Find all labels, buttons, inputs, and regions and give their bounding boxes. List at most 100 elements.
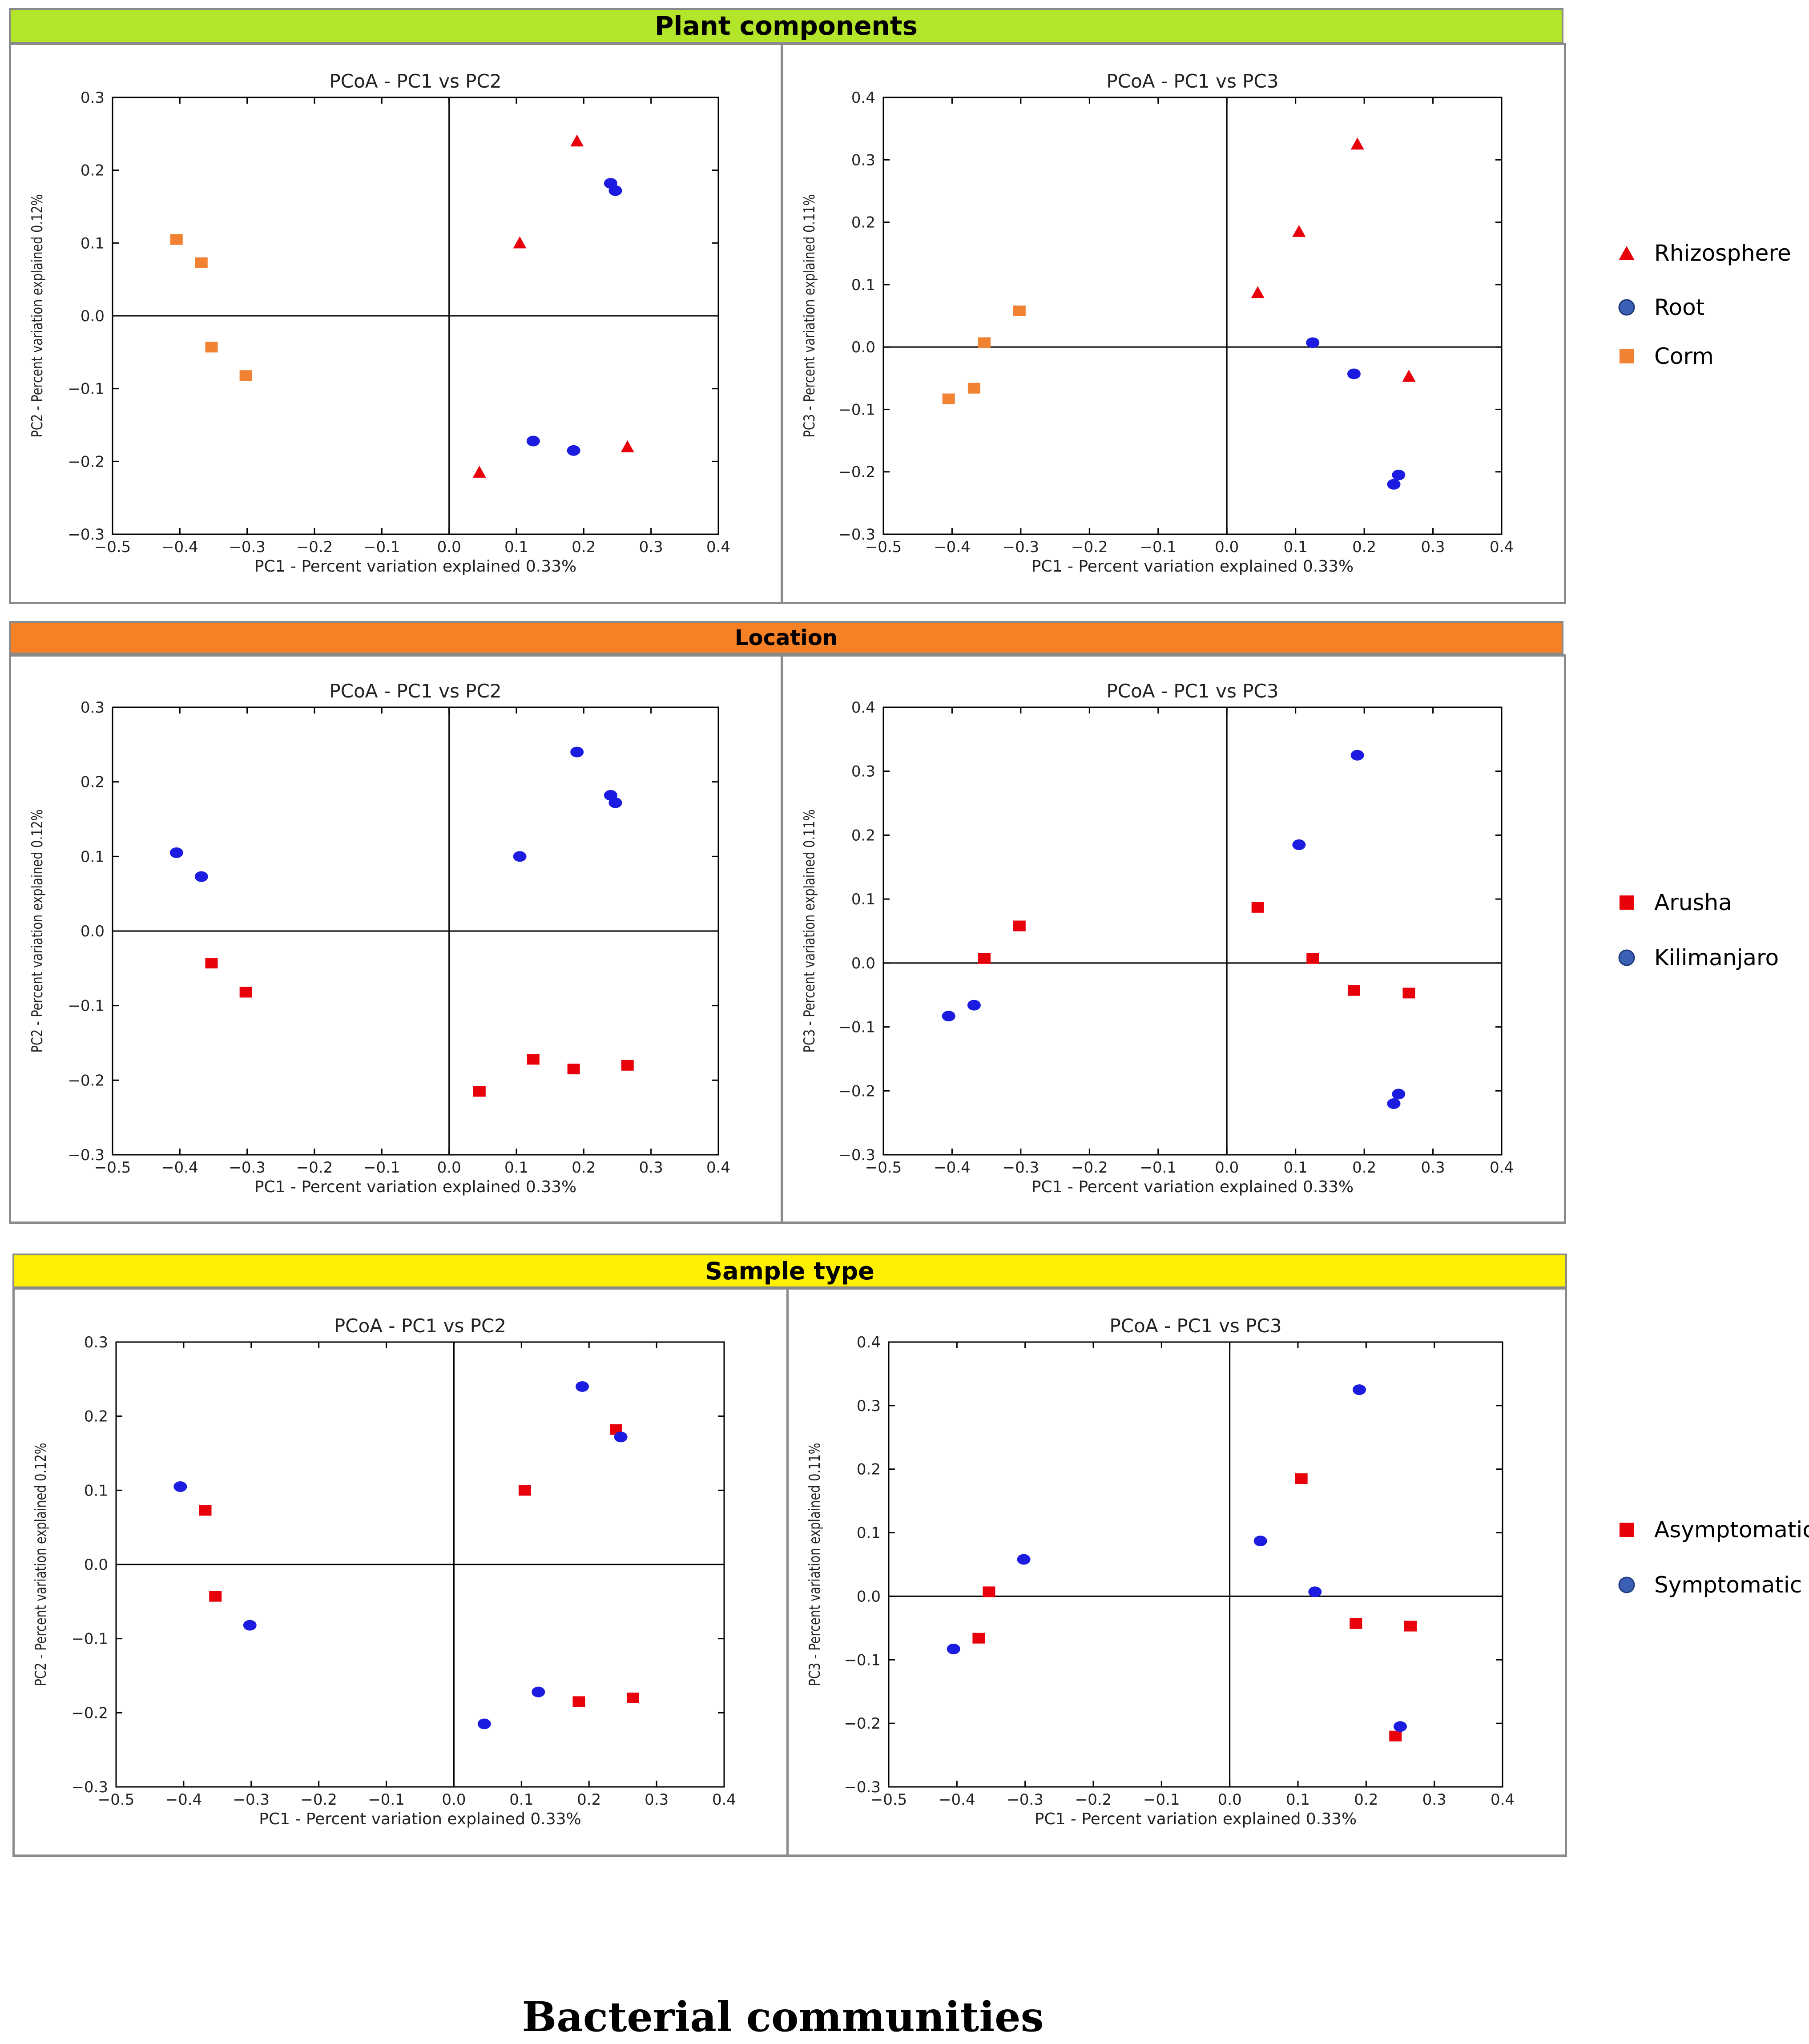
x-tick-label: 0.1 xyxy=(1286,1791,1310,1809)
data-point-kilimanjaro xyxy=(1292,839,1306,850)
x-tick-label: 0.4 xyxy=(706,1159,730,1177)
y-tick-label: 0.3 xyxy=(81,89,105,107)
data-point-root xyxy=(1347,368,1361,379)
data-point-rhizosphere xyxy=(1350,137,1364,150)
x-axis-label: PC1 - Percent variation explained 0.33% xyxy=(254,557,577,576)
data-point-asymptomatic xyxy=(1350,1618,1362,1629)
legend-label: Symptomatic xyxy=(1654,1572,1802,1598)
y-tick-label: 0.1 xyxy=(84,1482,108,1500)
x-tick-label: −0.2 xyxy=(296,538,333,556)
y-axis-label: PC3 - Percent variation explained 0.11% xyxy=(801,194,818,437)
y-tick-label: −0.3 xyxy=(71,1778,108,1796)
y-tick-label: 0.4 xyxy=(851,699,875,717)
legend-item-arusha: Arusha xyxy=(1617,890,1732,915)
y-axis-label: PC2 - Percent variation explained 0.12% xyxy=(32,1443,50,1686)
legend-label: Rhizosphere xyxy=(1654,240,1791,266)
x-tick-label: −0.2 xyxy=(1071,1159,1108,1177)
y-tick-label: 0.2 xyxy=(84,1408,108,1426)
x-tick-label: 0.2 xyxy=(572,1159,596,1177)
circle-marker-icon xyxy=(1618,299,1635,316)
data-point-arusha xyxy=(473,1086,486,1097)
data-point-kilimanjaro xyxy=(513,851,527,862)
x-tick-label: −0.1 xyxy=(1140,538,1176,556)
legend-item-kilimanjaro: Kilimanjaro xyxy=(1617,945,1779,971)
band-location: Location xyxy=(9,621,1563,654)
data-point-arusha xyxy=(978,953,991,964)
legend-item-symptomatic: Symptomatic xyxy=(1617,1572,1802,1598)
x-tick-label: 0.2 xyxy=(577,1791,601,1809)
data-point-corm xyxy=(942,393,955,404)
x-axis-label: PC1 - Percent variation explained 0.33% xyxy=(1035,1810,1357,1828)
y-tick-label: 0.3 xyxy=(851,763,875,781)
x-tick-label: −0.2 xyxy=(1075,1791,1112,1809)
data-point-kilimanjaro xyxy=(194,871,208,882)
legend-label: Arusha xyxy=(1654,890,1732,915)
circle-marker-icon xyxy=(1618,1576,1635,1593)
y-tick-label: 0.1 xyxy=(81,848,105,866)
legend-label: Asymptomatic xyxy=(1654,1517,1809,1543)
x-tick-label: −0.1 xyxy=(368,1791,405,1809)
data-point-asymptomatic xyxy=(1404,1621,1417,1632)
data-point-asymptomatic xyxy=(972,1633,985,1644)
y-tick-label: −0.2 xyxy=(68,453,105,471)
x-tick-label: −0.1 xyxy=(363,1159,400,1177)
x-tick-label: −0.4 xyxy=(934,1159,971,1177)
x-tick-label: 0.4 xyxy=(1490,538,1514,556)
legend-item-asymptomatic: Asymptomatic xyxy=(1617,1517,1809,1543)
data-point-corm xyxy=(195,257,208,268)
y-tick-label: −0.3 xyxy=(844,1778,881,1796)
data-point-asymptomatic xyxy=(983,1586,995,1597)
x-tick-label: −0.5 xyxy=(98,1791,135,1809)
data-point-root xyxy=(1392,469,1406,480)
x-tick-label: −0.5 xyxy=(94,1159,131,1177)
chart-title: PCoA - PC1 vs PC2 xyxy=(329,680,501,702)
x-tick-label: −0.4 xyxy=(939,1791,975,1809)
pcoa-scatter-chart: −0.5 −0.4 −0.3 −0.2 −0.1 0.0 0.1 0.2 0.3 0.4 −0.3 −… xyxy=(801,70,1514,576)
y-axis-label: PC3 - Percent variation explained 0.11% xyxy=(801,809,818,1052)
x-tick-label: 0.4 xyxy=(712,1791,736,1809)
data-point-root xyxy=(608,185,622,196)
y-tick-label: −0.1 xyxy=(68,380,105,398)
legend-label: Kilimanjaro xyxy=(1654,945,1779,971)
triangle-marker-icon xyxy=(1619,246,1635,260)
data-point-symptomatic xyxy=(477,1718,491,1730)
data-point-arusha xyxy=(621,1060,634,1071)
data-point-symptomatic xyxy=(243,1620,257,1631)
x-tick-label: 0.1 xyxy=(504,538,528,556)
legend-plant-components: Rhizosphere Root Corm xyxy=(1610,240,1806,383)
figure-caption: Bacterial communities xyxy=(522,1993,1044,2041)
data-point-kilimanjaro xyxy=(1392,1089,1406,1100)
chart-title: PCoA - PC1 vs PC3 xyxy=(1106,70,1278,92)
x-axis-label: PC1 - Percent variation explained 0.33% xyxy=(1031,1178,1354,1196)
x-tick-label: 0.4 xyxy=(1491,1791,1515,1809)
x-tick-label: 0.2 xyxy=(1352,538,1376,556)
square-marker-icon xyxy=(1620,895,1634,910)
y-axis-label: PC3 - Percent variation explained 0.11% xyxy=(806,1443,824,1686)
data-point-arusha xyxy=(527,1054,540,1065)
y-tick-label: −0.1 xyxy=(838,1019,875,1036)
band-title: Plant components xyxy=(655,11,918,41)
circle-marker-icon xyxy=(1618,949,1635,966)
data-point-symptomatic xyxy=(947,1644,960,1654)
data-point-corm xyxy=(170,234,183,245)
y-tick-label: −0.3 xyxy=(68,1146,105,1164)
data-point-asymptomatic xyxy=(209,1591,222,1602)
x-tick-label: 0.3 xyxy=(639,538,663,556)
x-axis-label: PC1 - Percent variation explained 0.33% xyxy=(259,1810,581,1828)
data-point-arusha xyxy=(567,1064,580,1075)
y-tick-label: 0.4 xyxy=(851,89,875,107)
x-tick-label: 0.0 xyxy=(1215,1159,1239,1177)
band-sample-type: Sample type xyxy=(12,1254,1567,1288)
x-tick-label: 0.0 xyxy=(1218,1791,1242,1809)
x-tick-label: −0.4 xyxy=(934,538,971,556)
y-tick-label: 0.0 xyxy=(84,1556,108,1574)
data-point-rhizosphere xyxy=(1292,225,1306,237)
x-tick-label: 0.3 xyxy=(645,1791,669,1809)
x-tick-label: −0.1 xyxy=(1140,1159,1176,1177)
y-tick-label: −0.3 xyxy=(838,1146,875,1164)
x-tick-label: −0.1 xyxy=(1143,1791,1180,1809)
data-point-corm xyxy=(1013,305,1026,316)
x-tick-label: 0.0 xyxy=(437,1159,461,1177)
x-tick-label: 0.1 xyxy=(1284,1159,1308,1177)
y-tick-label: −0.2 xyxy=(844,1715,881,1733)
